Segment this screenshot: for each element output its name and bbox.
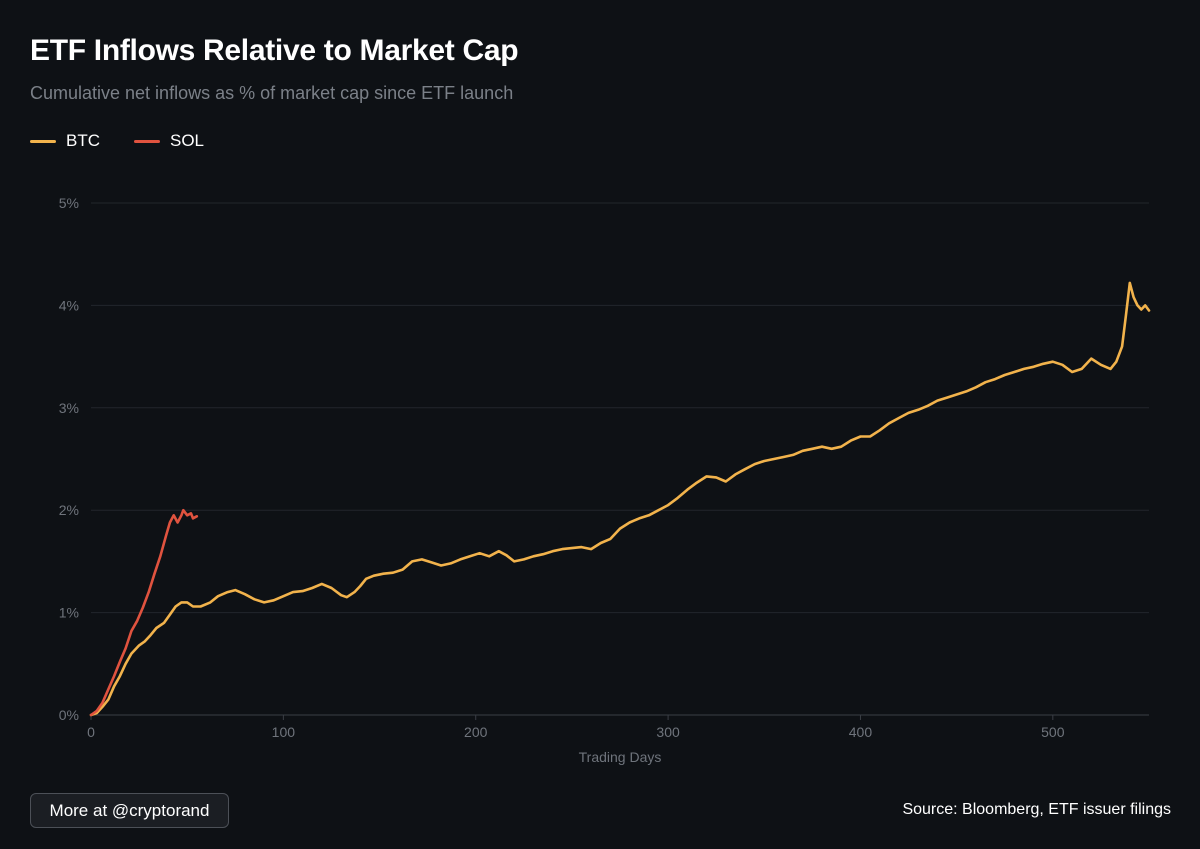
series-line-sol bbox=[89, 508, 199, 717]
x-tick-label: 200 bbox=[464, 724, 488, 740]
x-tick-label: 100 bbox=[272, 724, 296, 740]
legend-label-btc: BTC bbox=[66, 131, 100, 150]
y-tick-label: 4% bbox=[59, 297, 79, 313]
series-line-btc bbox=[89, 281, 1151, 717]
more-at-cryptorand-button[interactable]: More at @cryptorand bbox=[30, 793, 229, 828]
x-tick-label: 400 bbox=[849, 724, 873, 740]
page-subtitle: Cumulative net inflows as % of market ca… bbox=[30, 83, 514, 103]
legend-label-sol: SOL bbox=[170, 131, 205, 150]
legend-swatch-btc bbox=[30, 139, 56, 143]
x-tick-label: 500 bbox=[1041, 724, 1065, 740]
x-axis-label: Trading Days bbox=[579, 749, 662, 765]
source-note: Source: Bloomberg, ETF issuer filings bbox=[902, 801, 1171, 818]
legend-item-btc: BTC bbox=[30, 131, 100, 151]
x-tick-label: 0 bbox=[87, 724, 95, 740]
y-tick-label: 2% bbox=[59, 502, 79, 518]
page-title: ETF Inflows Relative to Market Cap bbox=[30, 34, 519, 67]
y-tick-label: 1% bbox=[59, 605, 79, 621]
x-tick-label: 300 bbox=[656, 724, 680, 740]
y-tick-label: 3% bbox=[59, 400, 79, 416]
y-tick-label: 5% bbox=[59, 195, 79, 211]
legend-item-sol: SOL bbox=[134, 131, 204, 151]
chart-legend: BTC SOL bbox=[30, 131, 204, 151]
legend-swatch-sol bbox=[134, 139, 160, 143]
y-tick-label: 0% bbox=[59, 707, 79, 723]
